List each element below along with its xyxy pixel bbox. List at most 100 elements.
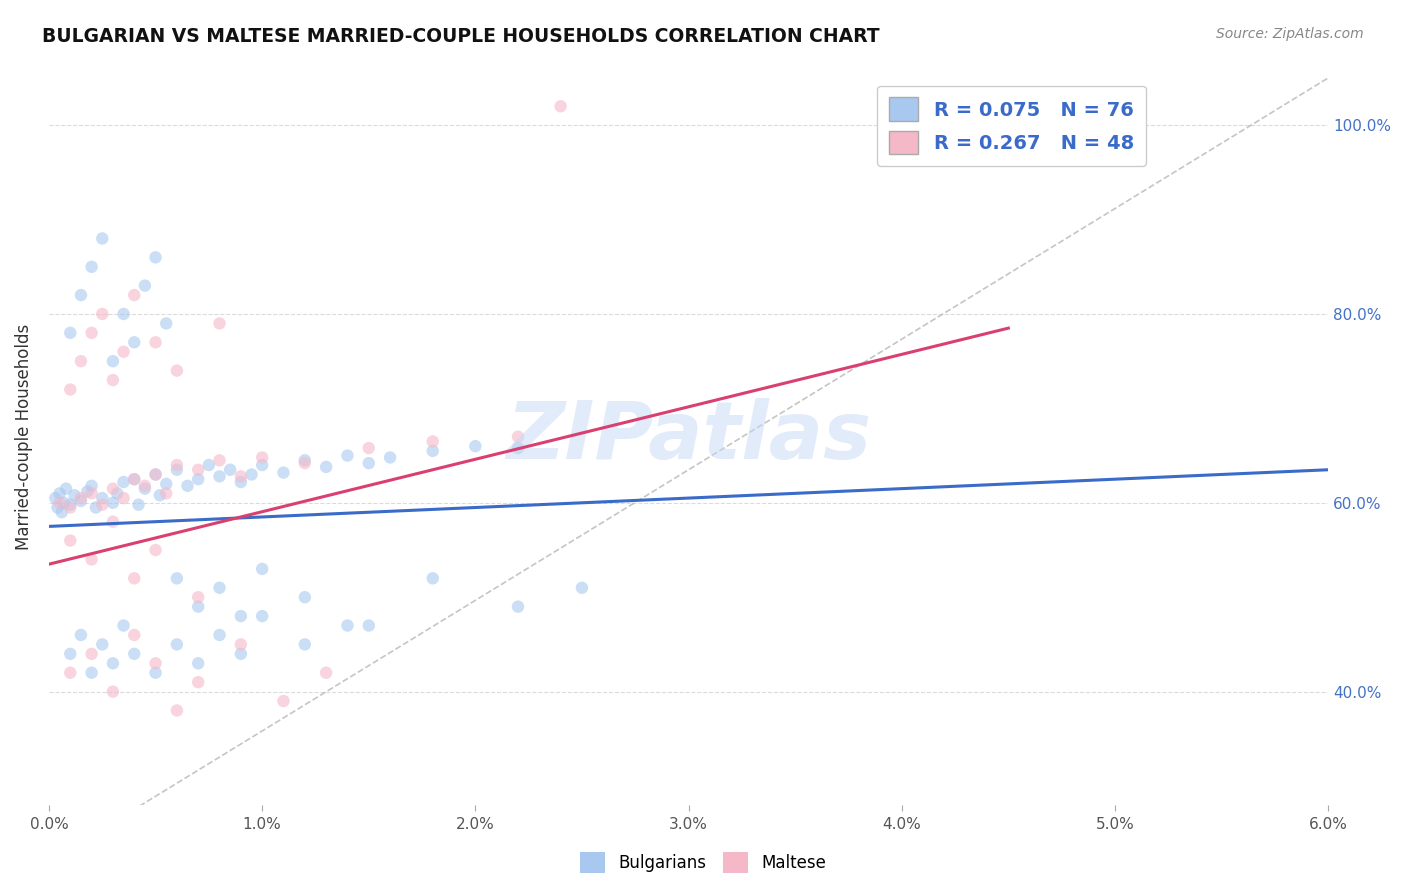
Point [145,467,167,482]
Point [187,675,209,690]
Point [187,657,209,671]
Point [134,278,156,293]
Text: Source: ZipAtlas.com: Source: ZipAtlas.com [1216,27,1364,41]
Point [112,307,135,321]
Point [101,354,124,368]
Point [229,647,252,661]
Point [80,260,103,274]
Point [91,498,114,512]
Point [122,647,145,661]
Point [240,467,263,482]
Legend: R = 0.075   N = 76, R = 0.267   N = 48: R = 0.075 N = 76, R = 0.267 N = 48 [877,86,1146,166]
Point [145,335,167,350]
Point [250,458,273,472]
Point [59,533,82,548]
Legend: Bulgarians, Maltese: Bulgarians, Maltese [574,846,832,880]
Point [122,571,145,585]
Point [176,479,198,493]
Point [506,599,529,614]
Point [80,647,103,661]
Point [208,469,231,483]
Point [422,571,444,585]
Point [571,581,593,595]
Point [506,430,529,444]
Point [145,543,167,558]
Point [378,450,401,465]
Point [315,665,337,680]
Point [101,684,124,698]
Point [80,479,103,493]
Point [422,434,444,449]
Y-axis label: Married-couple Households: Married-couple Households [15,324,32,549]
Point [80,552,103,566]
Point [294,456,316,470]
Point [166,704,188,718]
Point [166,571,188,585]
Point [294,637,316,651]
Point [187,463,209,477]
Point [112,475,135,489]
Point [59,647,82,661]
Point [101,482,124,496]
Point [250,609,273,624]
Point [506,441,529,455]
Point [70,628,93,642]
Point [46,500,69,515]
Point [101,657,124,671]
Point [336,618,359,632]
Point [208,317,231,331]
Point [122,472,145,486]
Point [76,484,98,499]
Point [155,486,177,500]
Point [229,469,252,483]
Point [48,496,70,510]
Point [550,99,572,113]
Point [84,500,107,515]
Point [166,363,188,377]
Point [112,344,135,359]
Point [208,453,231,467]
Point [48,486,70,500]
Point [59,665,82,680]
Point [145,467,167,482]
Point [59,383,82,397]
Point [208,581,231,595]
Point [294,591,316,605]
Point [336,449,359,463]
Point [208,628,231,642]
Point [155,317,177,331]
Point [145,657,167,671]
Point [91,231,114,245]
Point [273,694,295,708]
Point [166,463,188,477]
Point [59,498,82,512]
Point [464,439,486,453]
Point [59,500,82,515]
Point [122,335,145,350]
Point [187,472,209,486]
Point [315,459,337,474]
Point [134,482,156,496]
Point [128,498,150,512]
Point [422,443,444,458]
Point [357,456,380,470]
Point [51,505,73,519]
Point [122,472,145,486]
Point [149,488,172,502]
Point [63,488,86,502]
Point [187,591,209,605]
Point [91,307,114,321]
Point [52,496,75,510]
Point [357,618,380,632]
Point [101,496,124,510]
Point [70,494,93,508]
Point [59,326,82,340]
Point [145,250,167,264]
Point [166,458,188,472]
Point [80,486,103,500]
Point [229,637,252,651]
Point [229,609,252,624]
Point [250,562,273,576]
Text: ZIPatlas: ZIPatlas [506,398,872,475]
Point [294,453,316,467]
